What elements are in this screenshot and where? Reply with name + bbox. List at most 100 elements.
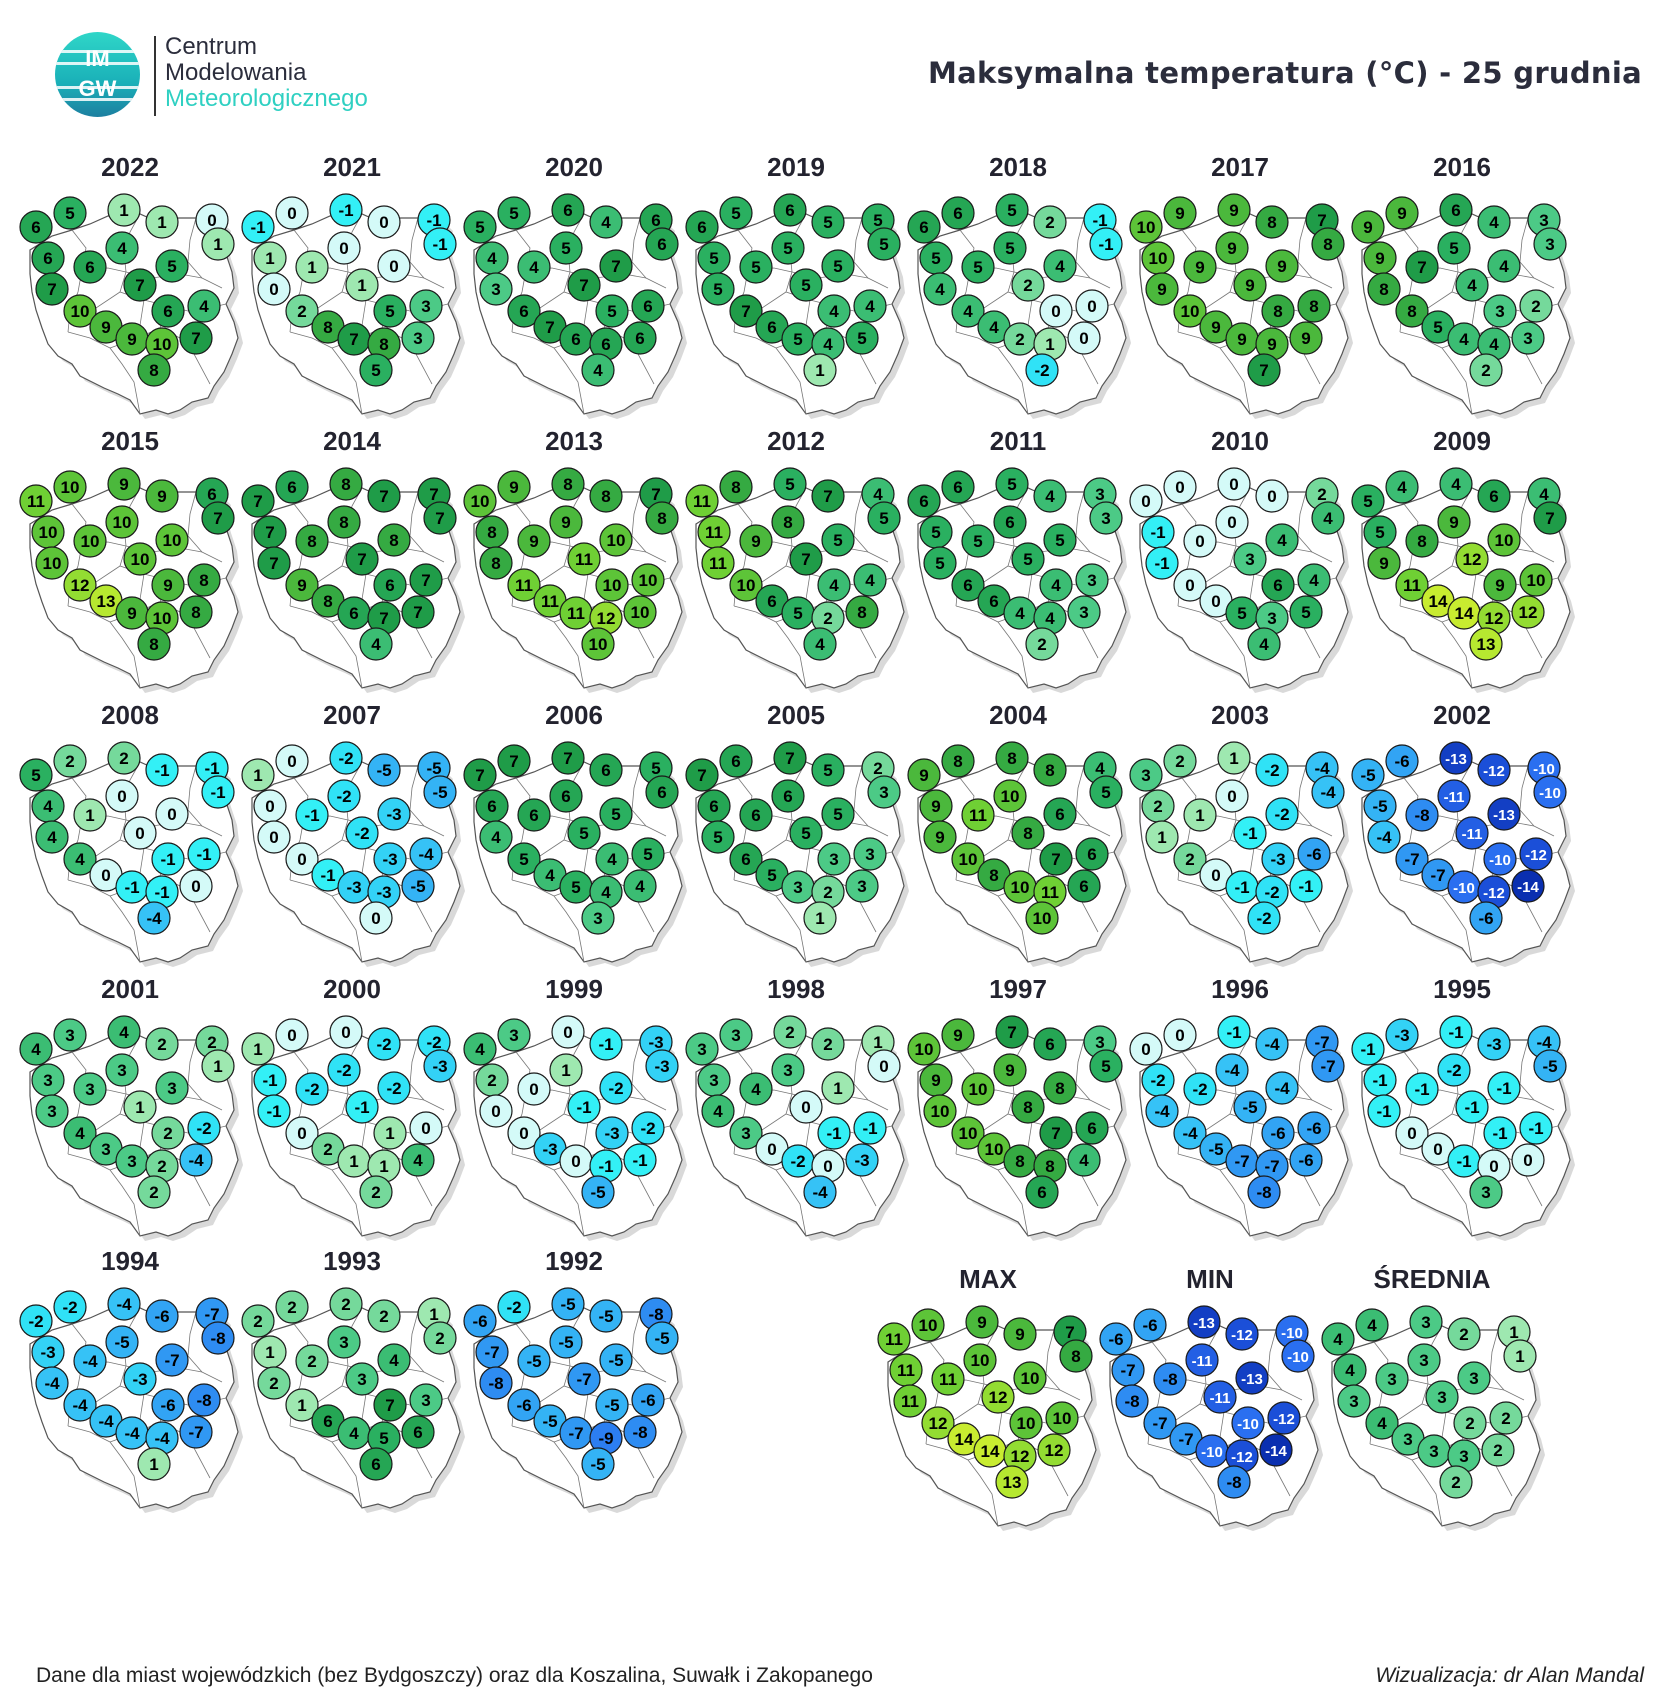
city-marker-białystok: -10 [1281,1339,1315,1373]
map-panel-2012: 2012 8 5 7 4 11 5 11 8 5 9 7 11 4 10 4 6 8 5 2 4 [678,426,914,696]
city-circle [423,501,457,535]
city-marker-szczecin: 6 [19,210,53,244]
city-value: -1 [154,761,169,780]
city-value: 9 [1229,201,1238,220]
city-marker-toruń: 6 [993,505,1027,539]
city-value: 14 [981,1442,1000,1461]
region-border [1177,1153,1251,1237]
city-value: -4 [98,1412,114,1431]
city-value: 2 [1153,797,1162,816]
city-value: 6 [385,576,394,595]
city-value: 7 [135,276,144,295]
city-value: -3 [346,878,361,897]
city-marker-zakopane: 4 [1247,627,1281,661]
city-value: 4 [371,635,381,654]
city-circle [549,1325,583,1359]
city-marker-olsztyn: -5 [589,1299,623,1333]
city-value: -1 [1456,1152,1471,1171]
city-marker-katowice: -1 [1447,1144,1481,1178]
city-circle [123,816,157,850]
city-value: 2 [1465,1414,1474,1433]
city-value: -5 [1372,797,1387,816]
city-value: -1 [1242,824,1257,843]
city-value: 8 [487,523,496,542]
city-marker-gorzów-wlkp-: 4 [475,241,509,275]
city-marker-zakopane: 13 [1469,627,1503,661]
city-marker-rzeszów: 10 [623,595,657,629]
city-value: 8 [307,532,316,551]
city-value: -4 [1536,1033,1552,1052]
city-value: 3 [793,878,802,897]
city-value: 10 [1527,571,1546,590]
city-value: -2 [1446,1061,1461,1080]
city-circle [773,467,807,501]
city-marker-katowice: 3 [781,870,815,904]
city-value: 0 [269,828,278,847]
city-value: 4 [1015,604,1025,623]
city-circle [821,249,855,283]
city-circle [1447,1317,1481,1351]
city-circle [589,479,623,513]
city-circle [1215,1053,1249,1087]
city-value: 10 [1149,249,1168,268]
city-value: 7 [563,749,572,768]
city-marker-poznań: 1 [73,798,107,832]
city-marker-białystok: 3 [1533,227,1567,261]
city-value: -4 [1224,1061,1240,1080]
city-marker-rzeszów: 6 [1067,869,1101,903]
city-marker-zielona-góra: 9 [1145,272,1179,306]
city-circle [773,1015,807,1049]
map-panel-2013: 2013 9 8 8 7 10 8 8 9 10 9 11 8 10 11 10 11 10 11 12 10 [456,426,692,696]
city-value: 1 [307,258,316,277]
city-circle [19,484,53,518]
city-value: 2 [1451,1473,1460,1492]
city-value: 5 [785,475,794,494]
city-circle [599,797,633,831]
city-circle [423,1049,457,1083]
city-circle [1439,1465,1473,1499]
city-circle [1367,820,1401,854]
city-value: -6 [1142,1316,1157,1335]
map-panel-2021: 2021 0 -1 0 -1 -1 -1 1 0 0 1 1 0 3 2 5 8 3 7 8 5 [234,152,470,422]
city-value: 7 [379,609,388,628]
city-value: 9 [931,797,940,816]
city-circle [1045,1401,1079,1435]
city-value: 4 [413,1151,423,1170]
city-marker-lublin: 4 [853,289,887,323]
city-value: 0 [101,866,110,885]
city-circle [359,901,393,935]
city-circle [631,289,665,323]
city-circle [1173,842,1207,876]
city-circle [623,321,657,355]
city-marker-zielona-góra: -8 [1115,1384,1149,1418]
city-value: 0 [491,1102,500,1121]
city-marker-toruń: 5 [549,231,583,265]
city-marker-rzeszów: 3 [845,869,879,903]
city-marker-zakopane: 4 [803,627,837,661]
city-circle [893,1384,927,1418]
city-value: 8 [563,475,572,494]
city-marker-kielce: 10 [1009,1406,1043,1440]
city-marker-gorzów-wlkp-: 6 [31,241,65,275]
city-value: 3 [1419,1351,1428,1370]
city-value: -12 [1231,1449,1253,1466]
city-value: -5 [558,1333,573,1352]
city-marker-katowice: 2 [1003,322,1037,356]
city-circle [359,1447,393,1481]
city-marker-zielona-góra: 1 [1145,820,1179,854]
city-value: 0 [1141,1040,1150,1059]
city-value: 2 [1501,1409,1510,1428]
city-circle [1259,1433,1293,1467]
region-border [733,331,807,415]
city-circle [1477,753,1511,787]
city-marker-kraków: -12 [1225,1439,1259,1473]
city-marker-koszalin: -2 [497,1290,531,1324]
city-value: 4 [1499,257,1509,276]
city-value: -2 [336,1061,351,1080]
city-marker-warszawa: 10 [155,523,189,557]
city-value: 7 [379,487,388,506]
city-circle [401,595,435,629]
city-value: 8 [731,478,740,497]
city-marker-poznań: 11 [931,1362,965,1396]
